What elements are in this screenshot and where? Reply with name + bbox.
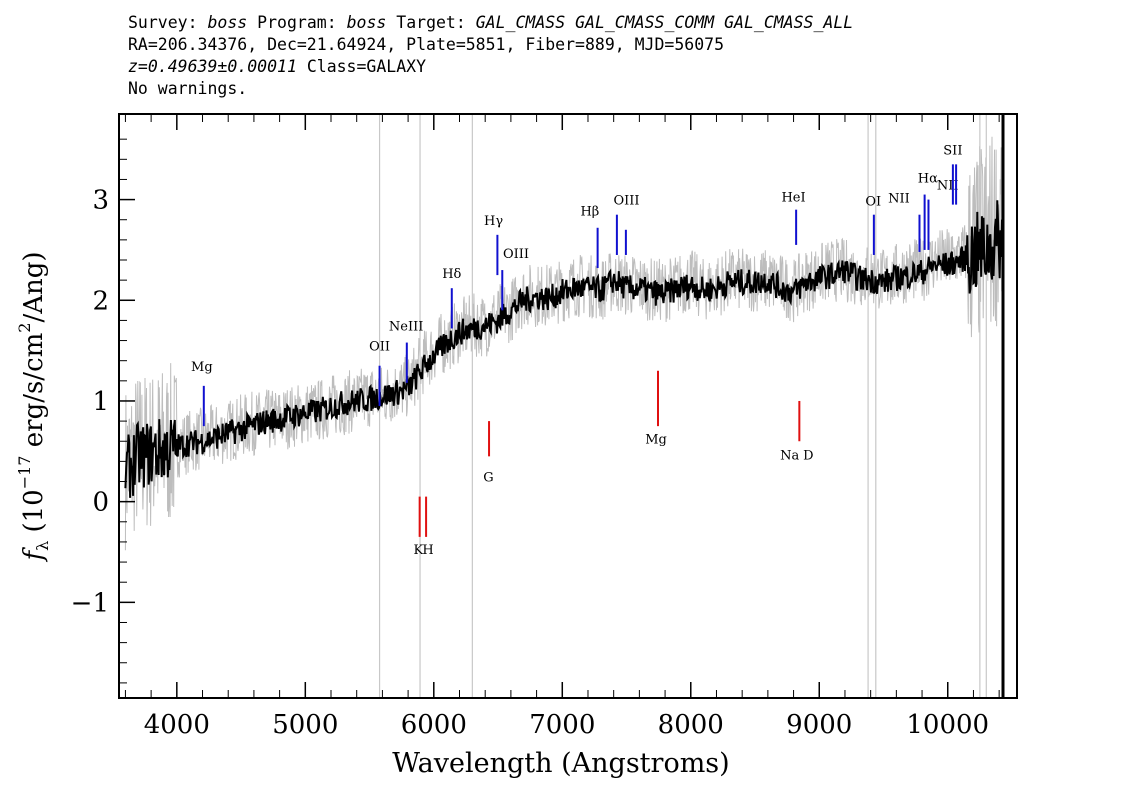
spectrum-header: Survey: boss Program: boss Target: GAL_C… xyxy=(128,12,853,100)
y-tick-label-0: −1 xyxy=(71,588,109,618)
redshift-value: z=0.49639±0.00011 xyxy=(128,57,297,76)
emission-line-label-12: Hα xyxy=(918,171,938,186)
emission-line-label-5: OIII xyxy=(503,247,529,262)
emission-line-label-7: OIII xyxy=(613,194,639,209)
emission-line-label-4: Hγ xyxy=(484,214,503,229)
absorption-line-label-4: Na xyxy=(780,448,799,463)
x-tick-label-0: 4000 xyxy=(144,710,210,740)
y-label-subscript: λ xyxy=(33,541,52,551)
series-line-flux xyxy=(124,117,1004,551)
series-line-model xyxy=(124,200,1004,498)
y-label-text: erg/s/cm xyxy=(19,333,49,456)
y-label-text: /Ang) xyxy=(19,251,49,322)
absorption-line-label-1: H xyxy=(422,543,433,558)
x-tick-label-3: 7000 xyxy=(529,710,595,740)
emission-line-label-14: SII xyxy=(943,143,962,158)
flux-series xyxy=(124,114,1004,698)
plot-frame xyxy=(118,113,1018,699)
emission-line-label-0: Mg xyxy=(191,360,213,375)
y-axis-label: fλ (10−17 erg/s/cm2/Ang) xyxy=(15,251,52,562)
x-tick-label-1: 5000 xyxy=(272,710,338,740)
y-label-superscript: −17 xyxy=(15,456,34,490)
header-line-coordinates: RA=206.34376, Dec=21.64924, Plate=5851, … xyxy=(128,35,725,54)
program-value: boss xyxy=(346,13,387,32)
header-line-redshift: z=0.49639±0.00011 Class=GALAXY xyxy=(128,56,853,78)
survey-value: boss xyxy=(207,13,248,32)
axis-ticks: 4000 5000 6000 7000 8000 9000 10000 −1 0 1 2 3 xyxy=(71,114,1000,740)
header-line-warnings: No warnings. xyxy=(128,79,248,98)
emission-line-label-11: NII xyxy=(888,192,910,207)
y-tick-label-2: 1 xyxy=(92,387,109,417)
absorption-line-label-0: K xyxy=(414,543,424,558)
absorption-line-label-2: G xyxy=(483,471,493,486)
emission-line-label-10: OI xyxy=(865,195,881,210)
target-value: GAL_CMASS GAL_CMASS_COMM GAL_CMASS_ALL xyxy=(475,13,854,32)
emission-line-label-6: Hβ xyxy=(580,205,599,220)
program-label: Program: xyxy=(247,13,347,32)
survey-label: Survey: xyxy=(128,13,208,32)
x-tick-label-5: 9000 xyxy=(786,710,852,740)
emission-line-label-2: NeIII xyxy=(389,319,423,334)
y-tick-label-3: 2 xyxy=(92,286,109,316)
header-line-survey: Survey: boss Program: boss Target: GAL_C… xyxy=(128,12,853,34)
x-tick-label-4: 8000 xyxy=(658,710,724,740)
y-tick-label-1: 0 xyxy=(92,488,109,518)
y-label-superscript: 2 xyxy=(15,323,34,333)
emission-line-label-3: Hδ xyxy=(442,267,461,282)
model-series xyxy=(124,200,1004,498)
emission-line-label-1: OII xyxy=(369,340,390,355)
target-label: Target: xyxy=(386,13,476,32)
class-value: Class=GALAXY xyxy=(296,57,427,76)
absorption-line-label-5: D xyxy=(803,448,813,463)
y-tick-label-4: 3 xyxy=(92,186,109,216)
x-tick-label-6: 10000 xyxy=(906,710,989,740)
x-tick-label-2: 6000 xyxy=(401,710,467,740)
emission-line-label-9: HeI xyxy=(781,191,805,206)
x-axis-label: Wavelength (Angstroms) xyxy=(392,748,729,779)
y-label-text: (10 xyxy=(19,489,49,541)
absorption-line-label-3: Mg xyxy=(645,432,667,447)
